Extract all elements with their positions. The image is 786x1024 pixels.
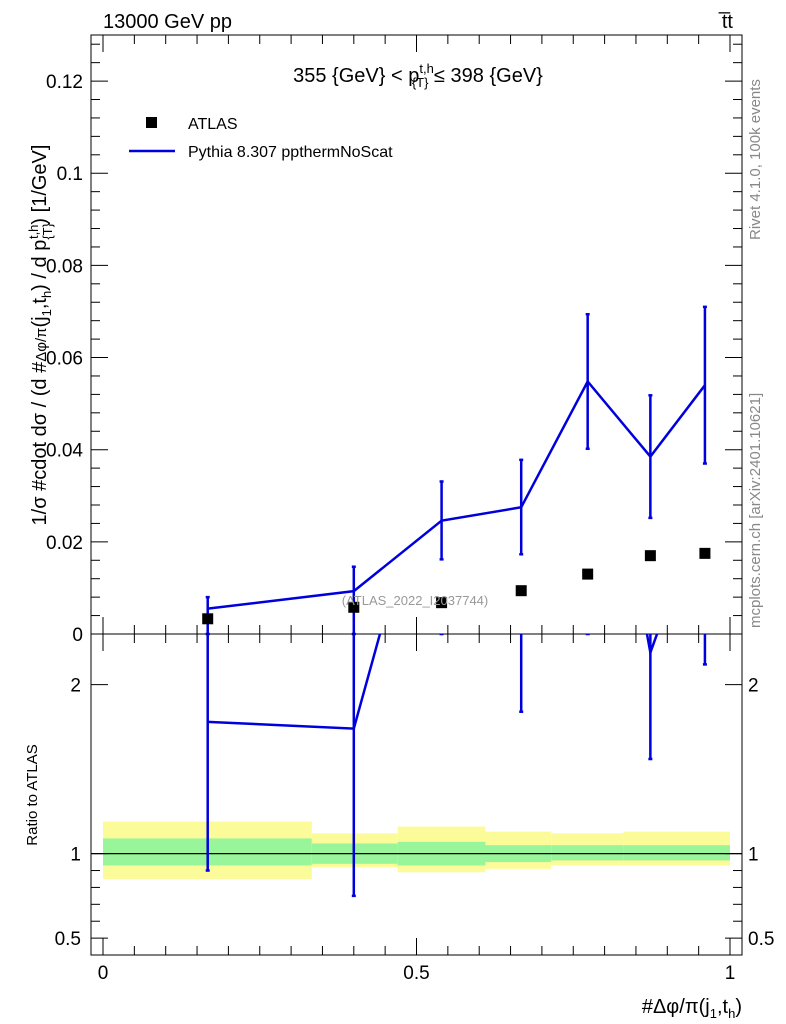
main-y-tick-label: 0.12 [46, 72, 83, 93]
legend-atlas-label: ATLAS [188, 116, 238, 133]
main-y-tick-label: 0.04 [46, 441, 83, 462]
main-y-tick-label: 0.08 [46, 256, 83, 277]
ratio-y-axis-title: Ratio to ATLAS [24, 744, 41, 845]
legend-mc-label: Pythia 8.307 ppthermNoScat [188, 144, 393, 161]
mcplots-reference-label: mcplots.cern.ch [arXiv:2401.10621] [747, 393, 764, 628]
legend: ATLAS Pythia 8.307 ppthermNoScat [129, 116, 393, 161]
ratio-y-tick-label: 0.5 [55, 929, 81, 950]
mc-series-line [207, 379, 706, 610]
ratio-inner-band [551, 845, 624, 861]
main-y-axis-title: 1/σ #cdot dσ / (d #Δφ/π(j1,th) / d p{T}t… [26, 145, 55, 526]
atlas-data-point [202, 613, 214, 625]
main-y-tick-label: 0.06 [46, 349, 83, 370]
ratio-y-tick-label-right: 0.5 [748, 929, 774, 950]
main-y-tick-label: 0 [72, 625, 83, 646]
process-label: t̅t [718, 11, 733, 33]
atlas-data-point [582, 568, 594, 580]
main-y-tick-label: 0.02 [46, 533, 83, 554]
legend-atlas-marker [146, 117, 157, 128]
ratio-y-tick-label-right: 1 [748, 845, 759, 866]
ratio-x-tick-label: 1 [725, 963, 736, 984]
ratio-inner-band [623, 845, 730, 861]
atlas-data-point [515, 585, 527, 597]
atlas-data-point [644, 550, 656, 562]
energy-label: 13000 GeV pp [103, 11, 232, 33]
ratio-x-tick-label: 0.5 [403, 963, 429, 984]
main-plot-title: 355 {GeV} < pt,h {T} ≤ 398 {GeV} [293, 61, 543, 90]
ratio-y-tick-label-right: 2 [748, 676, 759, 697]
ratio-x-tick-label: 0 [98, 963, 109, 984]
main-y-tick-label: 0.1 [57, 164, 83, 185]
ratio-y-tick-label: 1 [70, 845, 81, 866]
atlas-data-point [348, 601, 360, 613]
ratio-panel: 0.5 0.5 1 1 2 2 0 0.5 1 [55, 633, 774, 984]
rivet-version-label: Rivet 4.1.0, 100k events [747, 79, 764, 240]
analysis-watermark: (ATLAS_2022_I2037744) [342, 593, 488, 608]
atlas-data-point [699, 547, 711, 559]
x-axis-title: #Δφ/π(j1,th) [642, 996, 742, 1021]
ratio-y-tick-label: 2 [70, 676, 81, 697]
atlas-data-point [436, 597, 448, 609]
ratio-frame [90, 633, 743, 956]
ratio-series-group [205, 634, 707, 898]
